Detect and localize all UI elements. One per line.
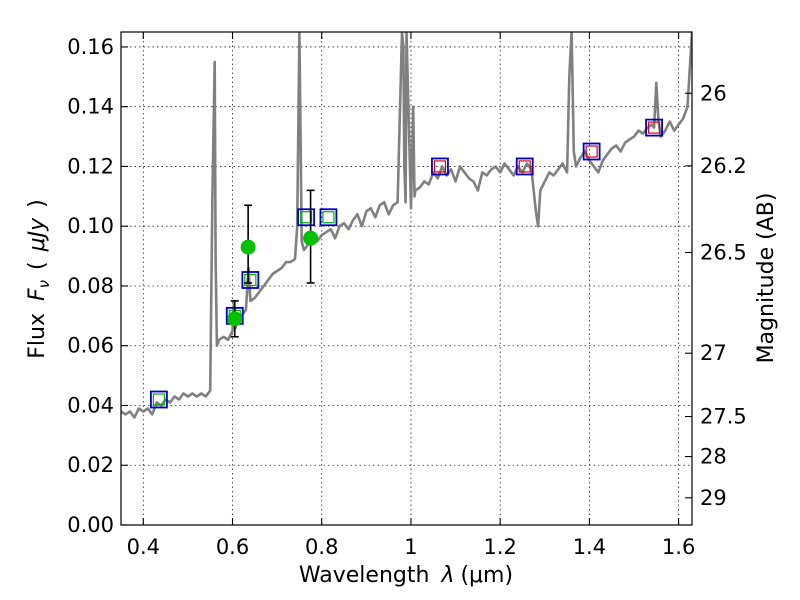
- y2-tick-label: 26.2: [700, 154, 747, 178]
- axis-ticks: [121, 32, 692, 526]
- y-axis-label: Flux Fν ( μJy): [25, 199, 53, 358]
- model-photometry-inner-square: [585, 145, 598, 158]
- model-photometry-inner-square: [647, 121, 661, 134]
- x-axis-label: Wavelength λ (μm): [299, 563, 513, 588]
- model-photometry-square: [241, 271, 260, 289]
- model-photometry-inner-square: [300, 211, 313, 224]
- x-axis-label-symbol: λ: [440, 563, 454, 588]
- observed-flux-point: [240, 239, 256, 255]
- y-tick-label: 0.06: [67, 334, 114, 358]
- model-photometry-inner-square: [152, 393, 166, 406]
- model-photometry-inner-square: [322, 211, 335, 224]
- y2-tick-label: 26.5: [700, 241, 747, 265]
- y-tick-label: 0.04: [67, 393, 114, 417]
- y-tick-label: 0.00: [67, 513, 114, 537]
- y2-tick-label: 27.5: [700, 405, 747, 429]
- model-photometry-square: [319, 208, 338, 227]
- x-tick-label: 1: [404, 535, 417, 559]
- y-tick-label: 0.10: [67, 214, 114, 238]
- x-tick-label: 0.8: [305, 535, 338, 559]
- model-photometry-square: [297, 208, 316, 227]
- model-photometry-square: [515, 157, 534, 176]
- x-tick-label: 0.6: [216, 535, 249, 559]
- observed-flux-point: [227, 311, 243, 327]
- x-axis-label-prefix: Wavelength: [299, 563, 430, 588]
- y-axis-label-unit: μJy: [25, 217, 50, 252]
- model-photometry-square: [150, 390, 168, 409]
- y2-axis-label: Magnitude (AB): [754, 193, 779, 364]
- y-axis-label-symbol: F: [25, 288, 50, 301]
- y2-tick-label: 27: [700, 341, 727, 365]
- x-tick-label: 1.2: [483, 535, 516, 559]
- model-spectrum-line: [121, 32, 692, 419]
- x-tick-label: 1.4: [573, 535, 606, 559]
- model-photometry-inner-square: [433, 160, 447, 173]
- plot-frame: [120, 31, 693, 526]
- model-photometry-square: [582, 142, 601, 161]
- y-axis-label-open: (: [25, 261, 50, 270]
- y-tick-label: 0.12: [67, 154, 114, 178]
- y-tick-label: 0.08: [67, 274, 114, 298]
- y-axis-label-sub: ν: [35, 280, 53, 288]
- y2-tick-label: 26: [700, 81, 727, 105]
- x-tick-label: 0.4: [127, 535, 160, 559]
- y2-tick-label: 29: [700, 486, 727, 510]
- y-tick-label: 0.16: [67, 35, 114, 59]
- y-axis-label-close: ): [25, 199, 50, 208]
- y-tick-label: 0.14: [67, 95, 114, 119]
- y-axis-label-prefix: Flux: [25, 313, 50, 359]
- model-photometry-square: [431, 157, 449, 176]
- x-axis-label-unit: (μm): [460, 563, 513, 588]
- y2-tick-label: 28: [700, 445, 727, 469]
- y-tick-label: 0.02: [67, 453, 114, 477]
- model-photometry-inner-square: [244, 273, 257, 287]
- observed-flux-point: [303, 230, 319, 246]
- model-photometry-square: [645, 118, 663, 137]
- model-photometry-inner-square: [518, 160, 531, 173]
- plot-area: [121, 32, 692, 419]
- x-tick-label: 1.6: [662, 535, 695, 559]
